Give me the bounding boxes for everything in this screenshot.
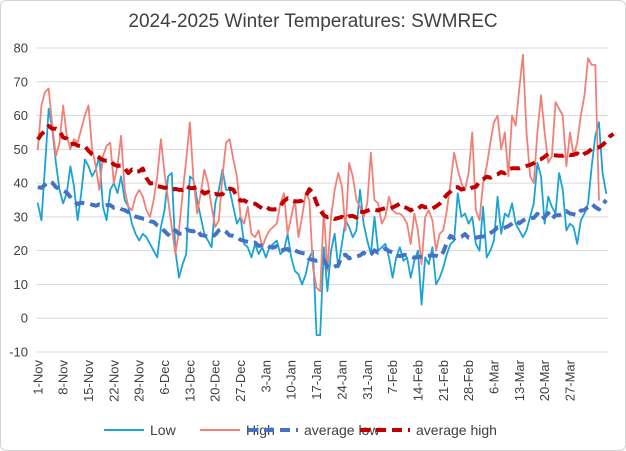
y-axis-ticks: -10 0 10 20 30 40 50 60 70 80 [9,41,28,360]
x-tick-label: 27-Mar [562,359,577,401]
x-tick-label: 13-Dec [182,360,197,402]
x-tick-label: 6-Dec [157,360,172,395]
x-tick-label: 21-Feb [436,360,451,401]
x-tick-label: 15-Nov [81,360,96,402]
y-tick-label: 0 [21,311,28,326]
y-tick-label: 50 [14,142,28,157]
y-tick-label: 40 [14,176,28,191]
y-tick-label: 20 [14,243,28,258]
chart-title: 2024-2025 Winter Temperatures: SWMREC [128,11,497,32]
x-tick-label: 27-Dec [233,360,248,402]
x-tick-label: 10-Jan [284,360,299,400]
x-tick-label: 29-Nov [132,360,147,402]
x-tick-label: 13-Mar [512,359,527,401]
legend-label: Low [150,422,177,438]
x-tick-label: 7-Feb [385,360,400,394]
y-tick-label: 10 [14,277,28,292]
legend: Low High average low average high [104,422,497,438]
legend-label: average low [304,422,380,438]
y-tick-label: 70 [14,74,28,89]
series-line-average-high [36,124,615,221]
x-tick-label: 22-Nov [106,360,121,402]
series-lines [36,53,615,337]
x-tick-label: 28-Feb [461,360,476,401]
x-tick-label: 24-Jan [334,360,349,400]
x-tick-label: 17-Jan [309,360,324,400]
x-tick-label: 3-Jan [258,360,273,393]
gridlines [36,47,608,353]
y-tick-label: 80 [14,41,28,56]
y-tick-label: 60 [14,108,28,123]
x-tick-label: 20-Mar [537,359,552,401]
legend-label: average high [416,422,497,438]
series-line-average-low [37,179,608,271]
x-tick-label: 6-Mar [486,359,501,394]
y-tick-label: 30 [14,209,28,224]
x-axis-ticks: 1-Nov 8-Nov 15-Nov 22-Nov 29-Nov 6-Dec 13-Dec 2… [30,359,577,402]
x-tick-label: 1-Nov [30,360,45,395]
series-line-low [36,107,608,337]
x-tick-label: 20-Dec [208,360,223,402]
y-tick-label: -10 [9,345,28,360]
legend-label: High [246,422,275,438]
x-tick-label: 8-Nov [56,360,71,395]
series-line-high [36,53,600,293]
x-tick-label: 14-Feb [410,360,425,401]
x-tick-label: 31-Jan [360,360,375,400]
